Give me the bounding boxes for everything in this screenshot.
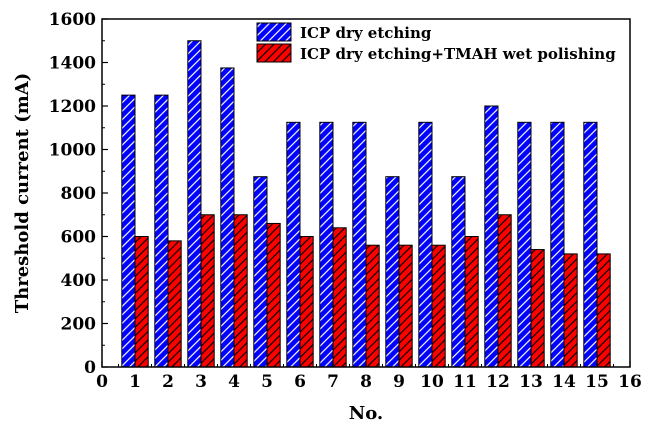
y-tick-label: 1200 bbox=[49, 97, 96, 117]
bar-series-1-6 bbox=[299, 236, 314, 368]
y-tick-label: 400 bbox=[61, 271, 97, 291]
x-tick-label: 3 bbox=[195, 372, 207, 392]
bar-series-0-3 bbox=[187, 40, 202, 368]
x-tick-label: 9 bbox=[393, 372, 405, 392]
x-tick-label: 8 bbox=[360, 372, 372, 392]
bar-series-1-14 bbox=[563, 253, 578, 368]
bar-series-1-5 bbox=[266, 222, 281, 368]
bar-series-1-4 bbox=[233, 214, 248, 368]
y-tick-label: 800 bbox=[61, 184, 97, 204]
x-tick-label: 6 bbox=[294, 372, 306, 392]
y-tick-label: 1600 bbox=[49, 10, 96, 30]
x-tick-label: 12 bbox=[486, 372, 510, 392]
bar-series-1-12 bbox=[497, 214, 512, 368]
bar-series-1-1 bbox=[134, 236, 149, 368]
bar-series-1-7 bbox=[332, 227, 347, 368]
bar-series-1-2 bbox=[167, 240, 182, 368]
bar-series-1-8 bbox=[365, 244, 380, 368]
y-tick-label: 1000 bbox=[49, 141, 96, 161]
bar-series-0-12 bbox=[484, 105, 499, 368]
legend-label-series-1: ICP dry etching+TMAH wet polishing bbox=[300, 45, 616, 63]
y-axis-title: Threshold current (mA) bbox=[12, 73, 33, 314]
y-axis: 0 200 400 600 800 1000 1200 1400 1600 bbox=[49, 10, 108, 378]
bar-series-1-11 bbox=[464, 236, 479, 368]
bar-series-1-10 bbox=[431, 244, 446, 368]
bar-series-1-9 bbox=[398, 244, 413, 368]
x-tick-label: 0 bbox=[96, 372, 108, 392]
x-tick-label: 1 bbox=[129, 372, 141, 392]
x-tick-label: 7 bbox=[327, 372, 339, 392]
bar-series-0-1 bbox=[121, 94, 136, 368]
bar-series-0-7 bbox=[319, 121, 334, 368]
bars-group bbox=[121, 40, 611, 368]
legend-swatch-series-0 bbox=[256, 22, 292, 42]
bar-series-0-5 bbox=[253, 176, 268, 368]
bar-series-1-13 bbox=[530, 249, 545, 368]
bar-series-1-15 bbox=[596, 253, 611, 368]
x-tick-label: 15 bbox=[585, 372, 609, 392]
x-axis-title: No. bbox=[349, 403, 383, 424]
bar-series-0-11 bbox=[451, 176, 466, 368]
x-tick-label: 13 bbox=[519, 372, 543, 392]
bar-series-0-8 bbox=[352, 121, 367, 368]
y-tick-label: 200 bbox=[61, 315, 97, 335]
legend-label-series-0: ICP dry etching bbox=[300, 24, 432, 42]
bar-series-0-4 bbox=[220, 67, 235, 368]
x-axis: 0 1 2 3 4 5 6 7 8 9 10 11 12 13 14 15 16 bbox=[96, 361, 642, 392]
x-tick-label: 14 bbox=[552, 372, 576, 392]
y-tick-label: 600 bbox=[61, 228, 97, 248]
bar-series-0-2 bbox=[154, 94, 169, 368]
bar-series-0-13 bbox=[517, 121, 532, 368]
x-tick-label: 11 bbox=[453, 372, 477, 392]
x-tick-label: 10 bbox=[420, 372, 444, 392]
bar-series-0-6 bbox=[286, 121, 301, 368]
bar-series-0-10 bbox=[418, 121, 433, 368]
y-tick-label: 0 bbox=[84, 358, 96, 378]
bar-series-1-3 bbox=[200, 214, 215, 368]
x-tick-label: 5 bbox=[261, 372, 273, 392]
y-tick-label: 1400 bbox=[49, 54, 96, 74]
x-tick-label: 16 bbox=[618, 372, 642, 392]
bar-series-0-14 bbox=[550, 121, 565, 368]
x-tick-label: 2 bbox=[162, 372, 174, 392]
x-tick-label: 4 bbox=[228, 372, 240, 392]
legend-swatch-series-1 bbox=[256, 43, 292, 63]
bar-series-0-15 bbox=[583, 121, 598, 368]
bar-series-0-9 bbox=[385, 176, 400, 368]
legend: ICP dry etching ICP dry etching+TMAH wet… bbox=[256, 22, 616, 63]
